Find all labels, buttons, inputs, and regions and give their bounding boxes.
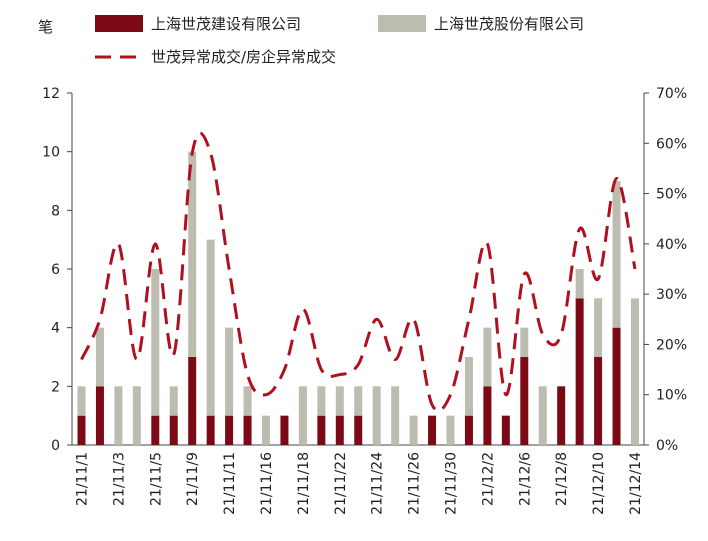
x-tick-label: 21/11/16 bbox=[259, 452, 275, 515]
legend-label-series-2: 上海世茂股份有限公司 bbox=[434, 15, 584, 33]
right-tick-label: 0% bbox=[656, 438, 678, 454]
x-tick-label: 21/11/30 bbox=[444, 452, 460, 515]
right-y-ticks: 0% 10% 20% 30% 40% 50% 60% 70% bbox=[644, 86, 687, 454]
right-tick-label: 50% bbox=[656, 187, 687, 203]
x-tick-label: 21/11/22 bbox=[333, 452, 349, 515]
x-tick-labels: 21/11/1 21/11/3 21/11/5 21/11/9 21/11/11 21/1… bbox=[75, 452, 645, 515]
right-tick-label: 10% bbox=[656, 388, 687, 404]
bar-series-2 bbox=[188, 151, 197, 357]
bar-series-1 bbox=[188, 357, 197, 445]
x-tick-label: 21/12/8 bbox=[554, 452, 570, 506]
bar-series-1 bbox=[612, 327, 621, 445]
x-tick-label: 21/11/1 bbox=[75, 452, 91, 506]
legend-label-series-1: 上海世茂建设有限公司 bbox=[151, 15, 301, 33]
bar-series-2 bbox=[298, 386, 307, 445]
bar-series-2 bbox=[132, 386, 141, 445]
bar-series-2 bbox=[372, 386, 381, 445]
x-tick-label: 21/12/2 bbox=[480, 452, 496, 506]
bar-series-1 bbox=[151, 415, 160, 445]
legend: 笔 上海世茂建设有限公司 上海世茂股份有限公司 世茂异常成交/房企异常成交 bbox=[38, 15, 584, 66]
right-tick-label: 70% bbox=[656, 86, 687, 102]
bar-series-1 bbox=[520, 357, 529, 445]
bar-series-1 bbox=[225, 415, 234, 445]
legend-swatch-series-2 bbox=[378, 15, 426, 32]
bar-series-1 bbox=[169, 415, 178, 445]
x-tick-label: 21/11/9 bbox=[185, 452, 201, 506]
bar-series-2 bbox=[464, 357, 473, 416]
right-tick-label: 40% bbox=[656, 237, 687, 253]
left-tick-label: 6 bbox=[51, 262, 60, 278]
left-tick-label: 4 bbox=[51, 321, 60, 337]
bar-series-1 bbox=[428, 415, 437, 445]
bar-series-1 bbox=[501, 415, 510, 445]
left-tick-label: 2 bbox=[51, 379, 60, 395]
bar-series-2 bbox=[483, 327, 492, 387]
bar-series-2 bbox=[538, 386, 547, 445]
bar-series-1 bbox=[280, 415, 289, 445]
ratio-line-series-3 bbox=[80, 131, 637, 413]
left-tick-label: 12 bbox=[42, 86, 60, 102]
right-tick-label: 30% bbox=[656, 287, 687, 303]
bar-series-2 bbox=[206, 239, 215, 416]
x-tick-label: 21/11/26 bbox=[407, 452, 423, 515]
bar-series-1 bbox=[575, 298, 584, 445]
left-y-ticks: 0 2 4 6 8 10 12 bbox=[42, 86, 72, 454]
bar-series-2 bbox=[354, 386, 363, 416]
bar-series-1 bbox=[77, 415, 86, 445]
bar-series-2 bbox=[114, 386, 123, 445]
bar-series-2 bbox=[77, 386, 86, 416]
bar-series-2 bbox=[225, 327, 234, 416]
bar-series-2 bbox=[262, 415, 270, 445]
legend-label-series-3: 世茂异常成交/房企异常成交 bbox=[151, 48, 336, 66]
bar-series-2 bbox=[391, 386, 400, 445]
bar-series-2 bbox=[409, 415, 418, 445]
bar-series-1 bbox=[354, 415, 363, 445]
bar-series-2 bbox=[151, 269, 160, 416]
left-tick-label: 0 bbox=[51, 438, 60, 454]
bar-series-2 bbox=[335, 386, 344, 416]
bar-series-2 bbox=[520, 327, 529, 357]
bar-series-1 bbox=[317, 415, 326, 445]
legend-swatch-series-1 bbox=[95, 15, 143, 32]
x-tick-label: 21/12/6 bbox=[517, 452, 533, 506]
x-tick-label: 21/11/24 bbox=[370, 452, 386, 515]
x-tick-label: 21/12/14 bbox=[628, 452, 644, 515]
bar-series-1 bbox=[335, 415, 344, 445]
bar-series-2 bbox=[169, 386, 178, 416]
bar-series-2 bbox=[317, 386, 326, 416]
left-axis-unit: 笔 bbox=[38, 18, 53, 36]
bar-series-2 bbox=[446, 415, 455, 445]
left-tick-label: 8 bbox=[51, 203, 60, 219]
bar-series-1 bbox=[483, 386, 492, 445]
bar-series-1 bbox=[557, 386, 566, 445]
bar-series-2 bbox=[243, 386, 252, 416]
right-tick-label: 60% bbox=[656, 136, 687, 152]
x-tick-label: 21/11/3 bbox=[111, 452, 127, 506]
bar-series-2 bbox=[612, 181, 621, 328]
bar-series-2 bbox=[594, 298, 603, 357]
bar-series-1 bbox=[243, 415, 252, 445]
x-tick-label: 21/11/5 bbox=[148, 452, 164, 506]
x-tick-label: 21/12/10 bbox=[591, 452, 607, 515]
x-tick-label: 21/11/18 bbox=[296, 452, 312, 515]
x-tick-label: 21/11/11 bbox=[222, 452, 238, 515]
bar-series-2 bbox=[631, 298, 639, 445]
bar-series-1 bbox=[594, 357, 603, 445]
bar-series-1 bbox=[95, 386, 104, 445]
bar-series-2 bbox=[95, 327, 104, 387]
right-tick-label: 20% bbox=[656, 337, 687, 353]
bar-marks bbox=[77, 151, 639, 445]
left-tick-label: 10 bbox=[42, 145, 60, 161]
bar-series-2 bbox=[575, 269, 584, 299]
bar-series-1 bbox=[206, 415, 215, 445]
bar-series-1 bbox=[464, 415, 473, 445]
